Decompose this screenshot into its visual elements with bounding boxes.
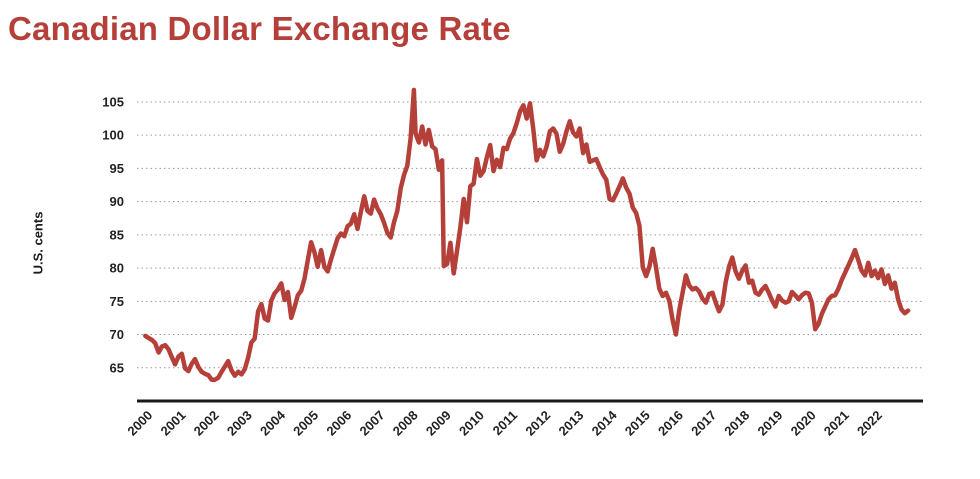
x-axis-ticks: 2000 2001 2002 2003 2004 2005 2006 2007 2008 2009…	[124, 407, 885, 439]
y-tick-label: 90	[110, 194, 124, 209]
series-group	[143, 87, 911, 382]
x-tick-label: 2001	[158, 408, 189, 439]
x-tick-label: 2012	[522, 408, 553, 439]
x-tick-label: 2003	[224, 408, 255, 439]
chart-title: Canadian Dollar Exchange Rate	[8, 10, 511, 47]
x-tick-label: 2009	[423, 408, 454, 439]
x-tick-label: 2016	[655, 408, 686, 439]
x-tick-label: 2021	[821, 408, 852, 439]
x-tick-label: 2000	[124, 408, 155, 439]
x-tick-label: 2020	[788, 408, 819, 439]
x-tick-label: 2022	[854, 408, 885, 439]
y-tick-label: 80	[110, 261, 124, 276]
y-tick-label: 75	[110, 294, 124, 309]
series-line-0	[143, 87, 911, 382]
x-tick-label: 2007	[357, 408, 388, 439]
x-tick-label: 2010	[456, 408, 487, 439]
x-tick-label: 2005	[290, 408, 321, 439]
y-tick-label: 85	[110, 227, 124, 242]
x-tick-label: 2013	[555, 408, 586, 439]
x-tick-label: 2019	[754, 408, 785, 439]
y-axis-ticks: 65 70 75 80 85 90 95 100 105	[102, 94, 124, 375]
x-tick-label: 2004	[257, 407, 289, 439]
x-tick-label: 2006	[323, 408, 354, 439]
y-tick-label: 105	[102, 94, 124, 109]
x-tick-label: 2014	[589, 407, 621, 439]
x-tick-label: 2002	[191, 408, 222, 439]
x-tick-label: 2011	[490, 408, 521, 439]
y-tick-label: 95	[110, 161, 124, 176]
x-tick-label: 2018	[721, 408, 752, 439]
x-tick-label: 2008	[390, 408, 421, 439]
y-tick-label: 70	[110, 327, 124, 342]
x-tick-label: 2017	[688, 408, 719, 439]
y-tick-label: 100	[102, 128, 124, 143]
y-tick-label: 65	[110, 360, 124, 375]
x-tick-label: 2015	[622, 408, 653, 439]
